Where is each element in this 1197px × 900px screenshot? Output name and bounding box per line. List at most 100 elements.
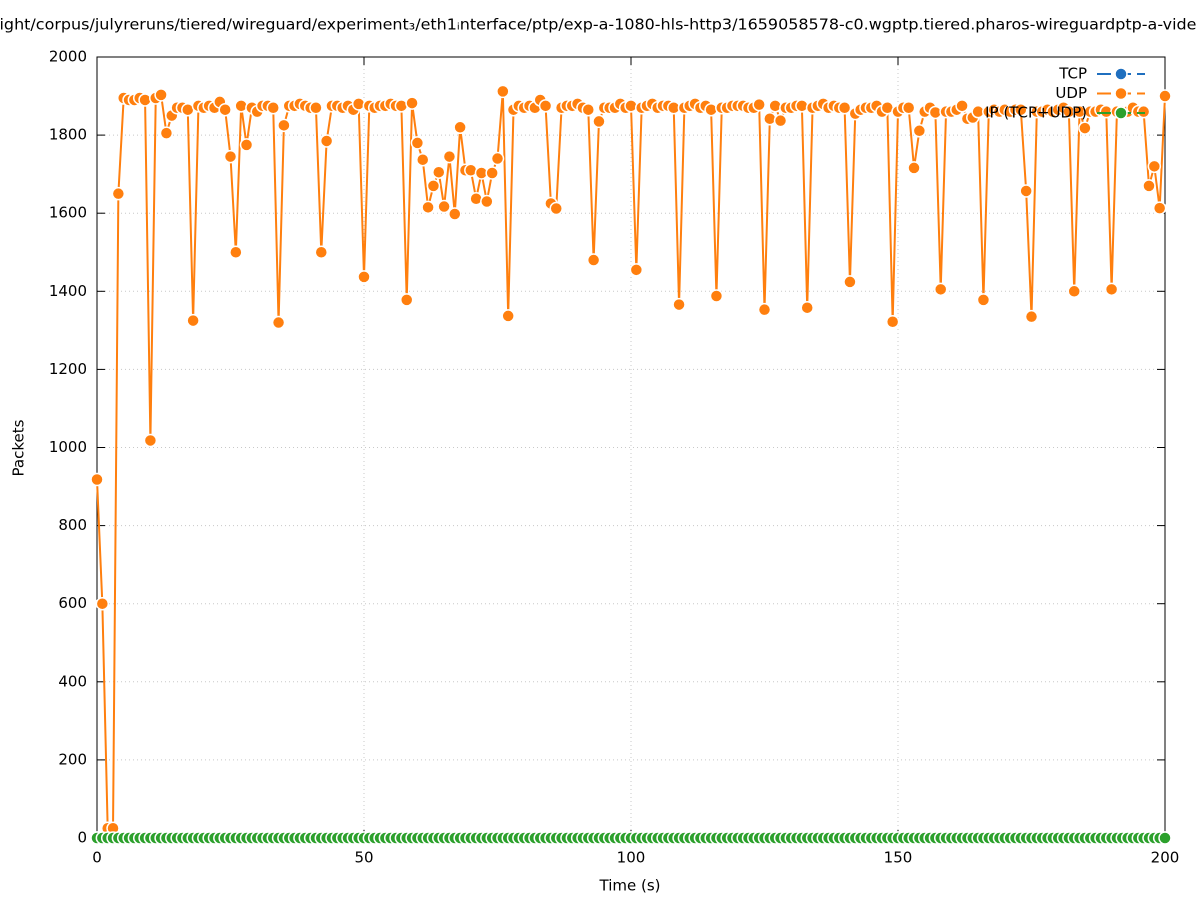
data-point bbox=[768, 99, 782, 113]
data-point bbox=[480, 194, 494, 209]
legend-label: UDP bbox=[1055, 84, 1087, 102]
data-point bbox=[549, 201, 563, 216]
data-point bbox=[709, 289, 724, 303]
data-point bbox=[752, 97, 766, 112]
data-point bbox=[501, 309, 515, 323]
data-point bbox=[592, 114, 606, 129]
data-point bbox=[1142, 179, 1156, 193]
data-point bbox=[704, 102, 718, 117]
y-tick-label: 1200 bbox=[49, 360, 87, 378]
data-point bbox=[1019, 184, 1033, 198]
data-point bbox=[1024, 309, 1039, 324]
data-point bbox=[229, 245, 243, 259]
data-point bbox=[629, 263, 644, 277]
data-point bbox=[138, 93, 152, 107]
data-point bbox=[277, 118, 291, 133]
data-point bbox=[421, 200, 435, 215]
data-point bbox=[405, 96, 419, 110]
data-point bbox=[415, 152, 430, 167]
data-point bbox=[437, 199, 451, 214]
data-point bbox=[154, 88, 168, 102]
data-point bbox=[314, 245, 329, 259]
legend-label: IP (TCP+UDP) bbox=[985, 104, 1087, 122]
y-tick-label: 0 bbox=[77, 829, 87, 847]
x-tick-label: 100 bbox=[617, 849, 646, 867]
data-point bbox=[432, 165, 446, 179]
data-point bbox=[1152, 201, 1167, 215]
data-point bbox=[800, 300, 814, 315]
data-point bbox=[266, 101, 280, 115]
legend-marker bbox=[1114, 86, 1128, 101]
data-point bbox=[95, 596, 110, 611]
x-tick-label: 50 bbox=[354, 849, 373, 867]
data-point bbox=[795, 99, 809, 113]
data-point bbox=[901, 101, 916, 115]
data-point bbox=[357, 270, 371, 284]
data-point bbox=[453, 120, 467, 135]
data-point bbox=[90, 472, 104, 487]
data-point bbox=[1014, 102, 1028, 117]
data-point bbox=[1158, 831, 1172, 845]
x-tick-label: 0 bbox=[92, 849, 102, 867]
data-point bbox=[319, 134, 334, 148]
data-point bbox=[672, 297, 686, 312]
x-tick-label: 150 bbox=[884, 849, 913, 867]
data-point bbox=[448, 207, 462, 221]
data-point bbox=[763, 111, 777, 126]
data-point bbox=[586, 253, 601, 267]
data-point bbox=[309, 101, 323, 115]
data-point bbox=[1078, 121, 1092, 135]
y-tick-label: 1800 bbox=[49, 126, 87, 144]
legend-label: TCP bbox=[1058, 65, 1087, 83]
y-tick-label: 200 bbox=[58, 750, 87, 768]
data-point bbox=[143, 433, 158, 448]
data-point bbox=[757, 302, 772, 317]
data-point bbox=[773, 113, 788, 128]
data-point bbox=[426, 179, 441, 193]
data-point bbox=[186, 313, 200, 328]
y-tick-label: 1400 bbox=[49, 282, 87, 300]
data-point bbox=[912, 124, 927, 138]
data-point bbox=[159, 126, 174, 140]
legend-marker bbox=[1114, 106, 1128, 120]
data-point bbox=[933, 282, 948, 297]
data-point bbox=[239, 138, 254, 152]
data-point bbox=[399, 293, 414, 307]
data-point bbox=[234, 99, 248, 113]
x-tick-label: 200 bbox=[1151, 849, 1180, 867]
data-point bbox=[1067, 284, 1081, 299]
data-point bbox=[1136, 104, 1151, 119]
data-point bbox=[442, 149, 457, 164]
data-point bbox=[410, 136, 425, 150]
data-point bbox=[271, 315, 286, 330]
data-point bbox=[1104, 282, 1119, 297]
data-point bbox=[538, 99, 553, 113]
data-point bbox=[218, 102, 232, 117]
y-axis-label: Packets bbox=[10, 419, 28, 476]
data-point bbox=[351, 97, 366, 111]
data-point bbox=[885, 315, 900, 329]
y-tick-label: 1000 bbox=[49, 438, 87, 456]
data-point bbox=[581, 102, 596, 117]
y-tick-label: 1600 bbox=[49, 204, 87, 222]
data-point bbox=[955, 99, 969, 113]
legend-marker bbox=[1114, 67, 1128, 81]
data-point bbox=[223, 149, 238, 164]
data-point bbox=[1147, 159, 1162, 174]
y-tick-label: 400 bbox=[58, 672, 87, 690]
data-point bbox=[496, 84, 510, 99]
data-point bbox=[624, 99, 638, 113]
x-axis-label: Time (s) bbox=[599, 877, 661, 895]
data-point bbox=[907, 161, 921, 175]
data-point bbox=[1158, 89, 1172, 103]
y-tick-label: 800 bbox=[58, 516, 87, 534]
chart-title: ight/corpus/julyreruns/tiered/wireguard/… bbox=[0, 16, 1197, 34]
data-point bbox=[976, 293, 991, 307]
data-point bbox=[843, 275, 857, 289]
y-tick-label: 2000 bbox=[49, 48, 87, 66]
data-point bbox=[485, 166, 499, 180]
data-point bbox=[111, 186, 126, 201]
data-point bbox=[837, 101, 852, 115]
y-tick-label: 600 bbox=[58, 594, 87, 612]
